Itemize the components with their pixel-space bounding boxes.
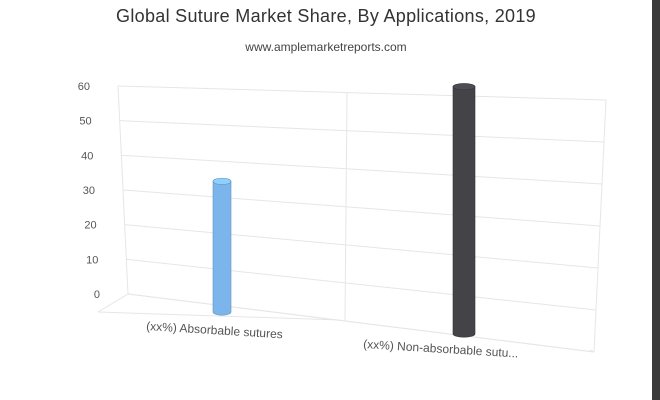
gridline: [122, 189, 601, 227]
y-tick-label: 60: [78, 81, 90, 93]
gridline: [119, 120, 605, 143]
bar: [452, 83, 476, 338]
gridline: [126, 258, 597, 311]
bar-body: [212, 181, 232, 316]
bar: [212, 177, 232, 316]
y-tick-label: 30: [83, 185, 95, 197]
chart-title: Global Suture Market Share, By Applicati…: [116, 6, 536, 26]
y-tick-label: 20: [84, 220, 96, 232]
x-tick-label: (xx%) Non-absorbable sutu...: [363, 337, 519, 360]
window-edge: [652, 0, 660, 400]
y-tick-label: 40: [81, 150, 93, 162]
floor-front-edge: [97, 311, 341, 321]
bars: [212, 83, 476, 338]
bar-top: [212, 177, 232, 185]
gridline: [124, 224, 599, 269]
bar-body: [452, 86, 476, 338]
chart-subtitle: www.amplemarketreports.com: [245, 40, 407, 54]
bar-top: [452, 83, 476, 91]
gridline: [121, 154, 603, 185]
back-wall-edge: [117, 85, 129, 295]
y-tick-label: 50: [79, 116, 91, 128]
y-tick-label: 0: [94, 289, 100, 301]
gridline: [117, 85, 607, 101]
gridlines: [97, 85, 607, 353]
x-tick-label: (xx%) Absorbable sutures: [146, 319, 283, 341]
y-tick-label: 10: [86, 254, 98, 266]
floor-edge: [97, 293, 595, 353]
back-wall-edge: [593, 99, 607, 353]
category-divider: [344, 92, 348, 322]
y-axis: 0 10 20 30 40 50 60: [78, 81, 100, 301]
